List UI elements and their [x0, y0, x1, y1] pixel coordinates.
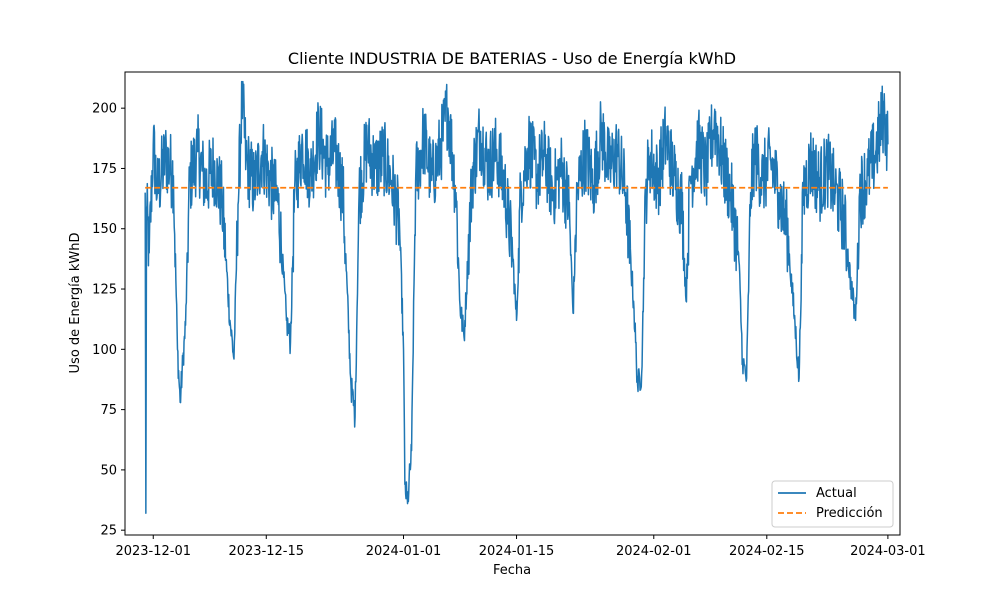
x-tick-label: 2023-12-01 — [115, 544, 191, 559]
y-tick-label: 100 — [92, 343, 117, 358]
x-tick-label: 2024-01-15 — [479, 544, 555, 559]
x-tick-label: 2024-03-01 — [850, 544, 926, 559]
x-tick-label: 2023-12-15 — [228, 544, 304, 559]
axes-layer: 2023-12-01 2023-12-15 2024-01-01 2024-01-15… — [92, 102, 926, 559]
y-tick-label: 200 — [92, 102, 117, 117]
legend-label-actual: Actual — [816, 486, 857, 501]
y-tick-label: 25 — [100, 524, 117, 539]
y-tick-label: 150 — [92, 222, 117, 237]
y-tick-label: 175 — [92, 162, 117, 177]
series-line-actual — [144, 80, 889, 515]
plot-frame — [124, 71, 901, 536]
x-axis-label: Fecha — [493, 563, 531, 578]
y-axis-label: Uso de Energía kWhD — [68, 233, 83, 374]
chart-title: Cliente INDUSTRIA DE BATERIAS - Uso de E… — [288, 49, 736, 68]
x-tick-label: 2024-01-01 — [366, 544, 442, 559]
legend-label-prediccion: Predicción — [816, 506, 883, 521]
legend: Actual Predicción — [771, 480, 894, 528]
x-tick-label: 2024-02-01 — [616, 544, 692, 559]
y-tick-label: 50 — [100, 463, 117, 478]
series-layer — [144, 80, 889, 515]
y-tick-label: 75 — [100, 403, 117, 418]
y-tick-label: 125 — [92, 283, 117, 298]
x-tick-label: 2024-02-15 — [729, 544, 805, 559]
